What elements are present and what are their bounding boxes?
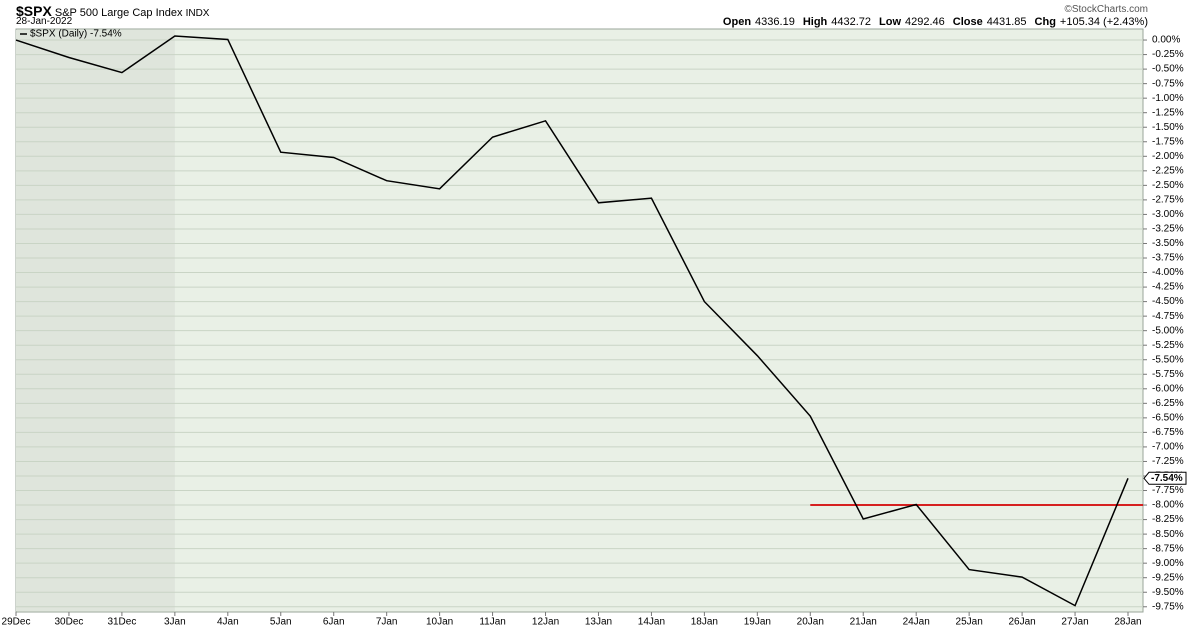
- y-tick-label: -0.50%: [1152, 64, 1184, 75]
- quote-label: Low: [879, 16, 902, 28]
- y-tick-label: -9.75%: [1152, 601, 1184, 612]
- price-line: [15, 35, 1129, 607]
- y-tick-label: -6.50%: [1152, 413, 1184, 424]
- date: 28-Jan-2022: [16, 16, 73, 27]
- symbol: $SPX: [16, 3, 52, 19]
- quote-label: Open: [722, 16, 752, 28]
- y-tick-label: -1.50%: [1152, 122, 1184, 133]
- last-value-tag: [1143, 471, 1187, 485]
- x-tick-label: 5Jan: [270, 617, 292, 628]
- y-tick-label: -8.25%: [1152, 514, 1184, 525]
- credit: ©StockCharts.com: [1064, 4, 1148, 15]
- quote-value: 4432.72: [831, 16, 872, 28]
- header-left: $SPX S&P 500 Large Cap Index INDX: [16, 3, 209, 19]
- quote-value: 4292.46: [905, 16, 945, 28]
- x-tick-label: 28Jan: [1114, 617, 1141, 628]
- y-tick-label: -6.75%: [1152, 427, 1184, 438]
- x-tick-label: 31Dec: [107, 617, 136, 628]
- x-tick-label: 20Jan: [797, 617, 824, 628]
- y-tick-label: -8.50%: [1152, 529, 1184, 540]
- y-tick-label: -2.75%: [1152, 195, 1184, 206]
- quote-value: 4336.19: [755, 16, 795, 28]
- x-tick-label: 7Jan: [376, 617, 398, 628]
- quote: Open 4336.19 High 4432.72 Low 4292.46 Close 443…: [723, 16, 1148, 28]
- exchange: INDX: [185, 8, 210, 19]
- x-tick-label: 26Jan: [1008, 617, 1035, 628]
- title: S&P 500 Large Cap Index: [54, 7, 183, 19]
- quote-value: 4431.85: [986, 16, 1027, 28]
- x-tick-label: 25Jan: [956, 617, 983, 628]
- y-tick-label: -8.00%: [1152, 500, 1184, 511]
- y-tick-label: -3.00%: [1152, 209, 1184, 220]
- y-tick-label: -5.75%: [1152, 369, 1184, 380]
- y-tick-label: -7.75%: [1152, 485, 1184, 496]
- y-tick-label: -3.50%: [1152, 238, 1184, 249]
- x-tick-label: 29Dec: [2, 617, 31, 628]
- x-tick-label: 30Dec: [54, 617, 83, 628]
- y-tick-label: -7.00%: [1152, 442, 1184, 453]
- y-tick-label: -9.50%: [1152, 587, 1184, 598]
- x-tick-label: 21Jan: [850, 617, 877, 628]
- y-tick-label: 0.00%: [1152, 35, 1180, 46]
- y-tick-label: -6.00%: [1152, 383, 1184, 394]
- y-tick-label: -5.25%: [1152, 340, 1184, 351]
- y-tick-label: -2.25%: [1152, 165, 1184, 176]
- y-tick-label: -1.00%: [1152, 93, 1184, 104]
- y-tick-label: -5.00%: [1152, 325, 1184, 336]
- y-tick-label: -1.75%: [1152, 136, 1184, 147]
- prior-year-shade: [16, 30, 175, 611]
- y-tick-label: -4.25%: [1152, 282, 1184, 293]
- y-tick-label: -2.50%: [1152, 180, 1184, 191]
- x-tick-label: 6Jan: [323, 617, 345, 628]
- x-tick-label: 3Jan: [164, 617, 186, 628]
- y-tick-label: -5.50%: [1152, 354, 1184, 365]
- x-tick-label: 27Jan: [1061, 617, 1088, 628]
- legend-label: $SPX (Daily) -7.54%: [30, 29, 122, 40]
- y-tick-label: -8.75%: [1152, 543, 1184, 554]
- y-tick-label: -0.25%: [1152, 49, 1184, 60]
- x-tick-label: 12Jan: [532, 617, 559, 628]
- quote-label: Close: [952, 16, 983, 28]
- y-tick-label: -4.75%: [1152, 311, 1184, 322]
- y-tick-label: -3.75%: [1152, 253, 1184, 264]
- x-tick-label: 13Jan: [585, 617, 612, 628]
- x-tick-label: 24Jan: [903, 617, 930, 628]
- x-tick-label: 14Jan: [638, 617, 665, 628]
- plot-background: [15, 28, 1144, 613]
- y-tick-label: -1.25%: [1152, 107, 1184, 118]
- y-tick-label: -6.25%: [1152, 398, 1184, 409]
- x-tick-label: 4Jan: [217, 617, 239, 628]
- y-tick-label: -0.75%: [1152, 78, 1184, 89]
- x-tick-label: 10Jan: [426, 617, 453, 628]
- quote-value: +105.34 (+2.43%): [1059, 16, 1148, 28]
- quote-label: Chg: [1034, 16, 1056, 28]
- y-tick-label: -7.25%: [1152, 456, 1184, 467]
- y-tick-label: -4.50%: [1152, 296, 1184, 307]
- y-tick-label: -2.00%: [1152, 151, 1184, 162]
- y-tick-label: -4.00%: [1152, 267, 1184, 278]
- x-tick-label: 18Jan: [691, 617, 718, 628]
- last-value-label: -7.54%: [1151, 473, 1183, 484]
- y-tick-label: -9.00%: [1152, 558, 1184, 569]
- x-tick-label: 11Jan: [479, 617, 506, 628]
- y-tick-label: -3.25%: [1152, 224, 1184, 235]
- y-tick-label: -9.25%: [1152, 572, 1184, 583]
- quote-label: High: [802, 16, 828, 28]
- x-tick-label: 19Jan: [744, 617, 771, 628]
